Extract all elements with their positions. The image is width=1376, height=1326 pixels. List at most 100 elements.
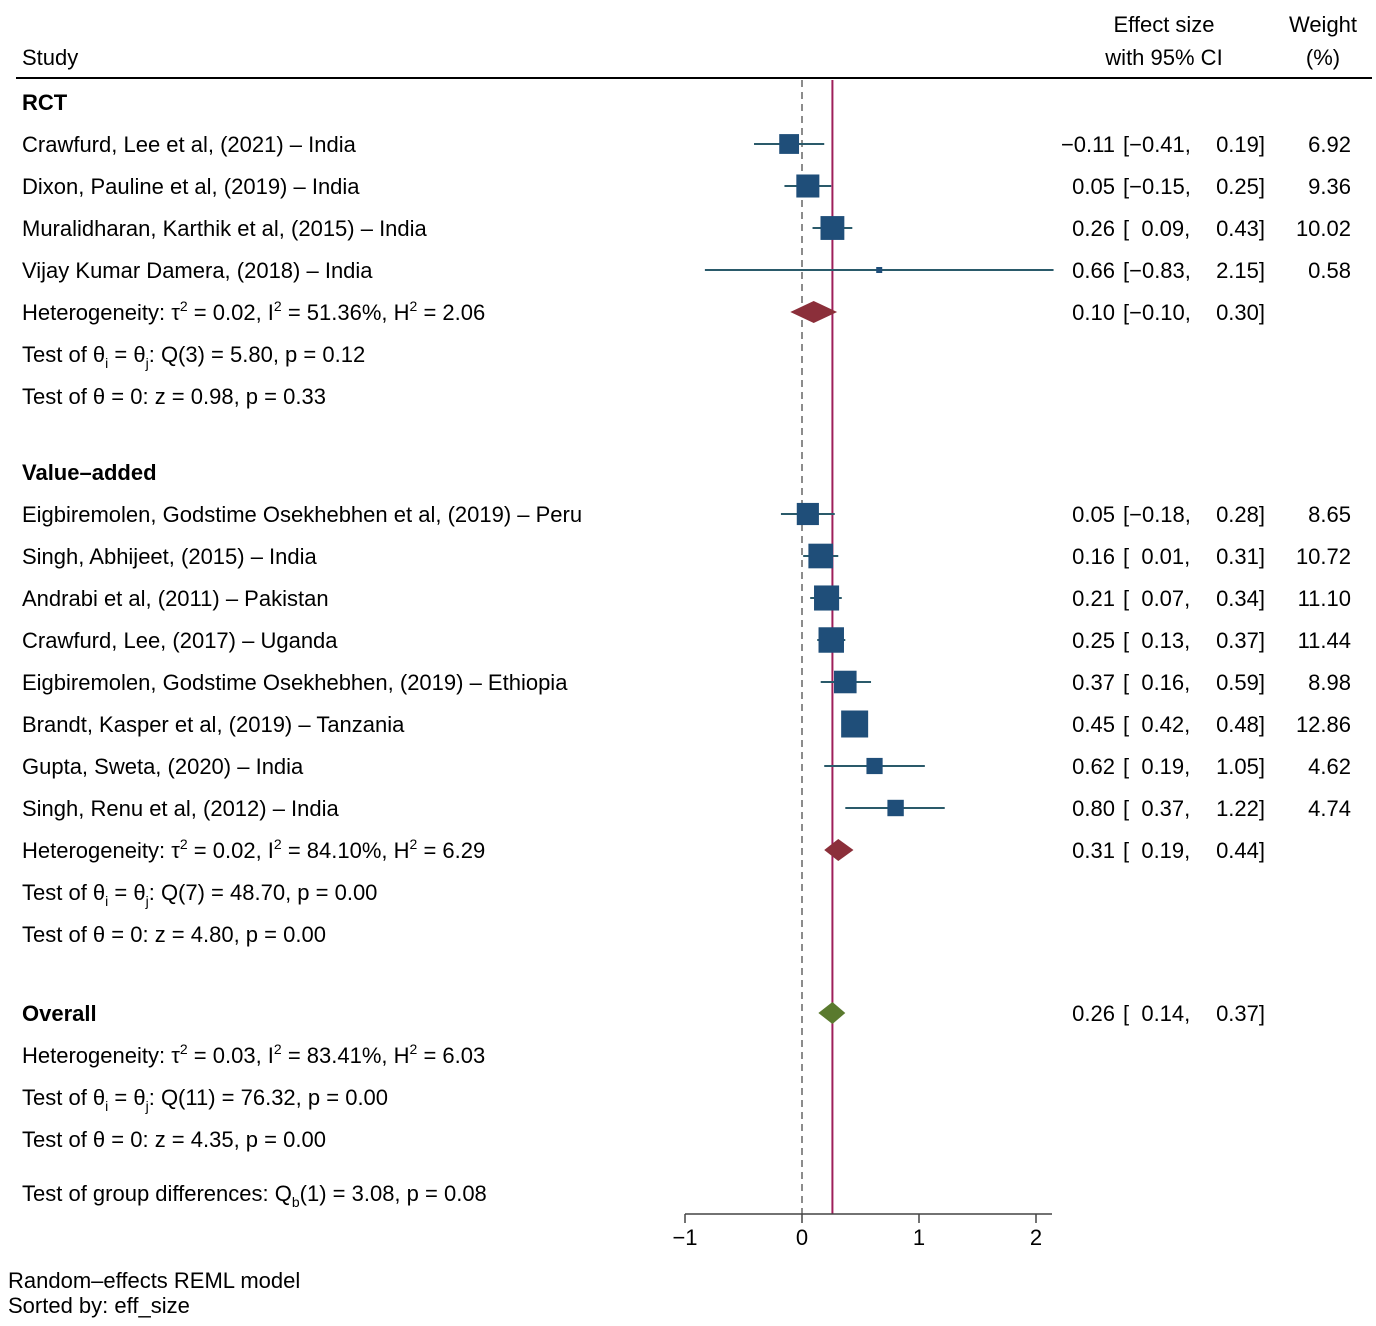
effect-marker bbox=[808, 543, 834, 569]
study-es: 0.45 bbox=[1072, 712, 1115, 737]
study-weight: 9.36 bbox=[1308, 174, 1351, 199]
study-es: 0.05 bbox=[1072, 502, 1115, 527]
effect-marker bbox=[834, 670, 857, 694]
effect-marker bbox=[779, 134, 800, 154]
study-label: Andrabi et al, (2011) – Pakistan bbox=[22, 586, 329, 611]
group-heterogeneity: Heterogeneity: τ2 = 0.02, I2 = 51.36%, H… bbox=[22, 298, 485, 325]
study-es: 0.37 bbox=[1072, 670, 1115, 695]
study-weight: 8.98 bbox=[1308, 670, 1351, 695]
study-ci-high: 0.59] bbox=[1216, 670, 1265, 695]
overall-es: 0.26 bbox=[1072, 1001, 1115, 1026]
header-weight-line1: Weight bbox=[1289, 12, 1357, 37]
subgroup-diamond bbox=[790, 301, 838, 323]
group-title: RCT bbox=[22, 90, 68, 115]
group-title: Value–added bbox=[22, 460, 157, 485]
footer-model: Random–effects REML model bbox=[8, 1268, 300, 1293]
plot-rows: RCT Crawfurd, Lee et al, (2021) – India −0… bbox=[22, 90, 1351, 1210]
study-label: Singh, Renu et al, (2012) – India bbox=[22, 796, 340, 821]
effect-marker bbox=[876, 267, 883, 273]
effect-marker bbox=[796, 174, 820, 198]
study-weight: 8.65 bbox=[1308, 502, 1351, 527]
study-weight: 6.92 bbox=[1308, 132, 1351, 157]
group-test-equal: Test of θi = θj: Q(3) = 5.80, p = 0.12 bbox=[22, 342, 365, 371]
study-label: Dixon, Pauline et al, (2019) – India bbox=[22, 174, 360, 199]
study-ci-low: [−0.18, bbox=[1123, 502, 1191, 527]
subgroup-ci-low: [−0.10, bbox=[1123, 300, 1191, 325]
group-test-equal: Test of θi = θj: Q(7) = 48.70, p = 0.00 bbox=[22, 880, 377, 909]
overall-ci-low: [ 0.14, bbox=[1123, 1001, 1190, 1026]
study-label: Brandt, Kasper et al, (2019) – Tanzania bbox=[22, 712, 405, 737]
header-weight-line2: (%) bbox=[1306, 45, 1340, 70]
study-ci-high: 0.28] bbox=[1216, 502, 1265, 527]
study-label: Vijay Kumar Damera, (2018) – India bbox=[22, 258, 373, 283]
study-weight: 4.62 bbox=[1308, 754, 1351, 779]
study-ci-low: [ 0.37, bbox=[1123, 796, 1190, 821]
study-es: 0.21 bbox=[1072, 586, 1115, 611]
x-tick-label: 2 bbox=[1030, 1225, 1042, 1250]
subgroup-ci-low: [ 0.19, bbox=[1123, 838, 1190, 863]
x-tick-label: 0 bbox=[796, 1225, 808, 1250]
overall-test-equal: Test of θi = θj: Q(11) = 76.32, p = 0.00 bbox=[22, 1085, 388, 1114]
study-weight: 12.86 bbox=[1296, 712, 1351, 737]
study-ci-high: 0.34] bbox=[1216, 586, 1265, 611]
study-ci-high: 1.05] bbox=[1216, 754, 1265, 779]
study-ci-low: [−0.15, bbox=[1123, 174, 1191, 199]
study-label: Eigbiremolen, Godstime Osekhebhen et al,… bbox=[22, 502, 582, 527]
study-label: Gupta, Sweta, (2020) – India bbox=[22, 754, 304, 779]
study-ci-low: [ 0.07, bbox=[1123, 586, 1190, 611]
study-ci-high: 0.43] bbox=[1216, 216, 1265, 241]
study-weight: 10.02 bbox=[1296, 216, 1351, 241]
effect-marker bbox=[887, 799, 904, 817]
study-es: 0.05 bbox=[1072, 174, 1115, 199]
x-axis: −1 0 1 2 bbox=[672, 1213, 1052, 1250]
study-ci-high: 0.25] bbox=[1216, 174, 1265, 199]
study-label: Muralidharan, Karthik et al, (2015) – In… bbox=[22, 216, 428, 241]
study-weight: 4.74 bbox=[1308, 796, 1351, 821]
study-es: 0.16 bbox=[1072, 544, 1115, 569]
study-ci-high: 0.19] bbox=[1216, 132, 1265, 157]
group-test-zero: Test of θ = 0: z = 0.98, p = 0.33 bbox=[22, 384, 326, 409]
study-es: 0.80 bbox=[1072, 796, 1115, 821]
study-ci-low: [ 0.13, bbox=[1123, 628, 1190, 653]
study-ci-high: 0.37] bbox=[1216, 628, 1265, 653]
study-ci-low: [ 0.42, bbox=[1123, 712, 1190, 737]
header-effect-line2: with 95% CI bbox=[1104, 45, 1222, 70]
study-ci-low: [ 0.09, bbox=[1123, 216, 1190, 241]
study-label: Crawfurd, Lee, (2017) – Uganda bbox=[22, 628, 338, 653]
x-tick-label: −1 bbox=[672, 1225, 697, 1250]
header-effect-line1: Effect size bbox=[1113, 12, 1214, 37]
study-ci-high: 0.31] bbox=[1216, 544, 1265, 569]
group-differences-test: Test of group differences: Qb(1) = 3.08,… bbox=[22, 1181, 487, 1210]
study-weight: 0.58 bbox=[1308, 258, 1351, 283]
overall-diamond bbox=[818, 1002, 846, 1024]
subgroup-ci-high: 0.30] bbox=[1216, 300, 1265, 325]
overall-ci-high: 0.37] bbox=[1216, 1001, 1265, 1026]
study-weight: 11.10 bbox=[1298, 586, 1351, 611]
overall-test-zero: Test of θ = 0: z = 4.35, p = 0.00 bbox=[22, 1127, 326, 1152]
study-ci-low: [ 0.16, bbox=[1123, 670, 1190, 695]
study-ci-high: 1.22] bbox=[1216, 796, 1265, 821]
study-es: 0.25 bbox=[1072, 628, 1115, 653]
overall-heterogeneity: Heterogeneity: τ2 = 0.03, I2 = 83.41%, H… bbox=[22, 1041, 485, 1068]
study-ci-low: [ 0.01, bbox=[1123, 544, 1190, 569]
subgroup-ci-high: 0.44] bbox=[1216, 838, 1265, 863]
effect-marker bbox=[796, 502, 819, 526]
study-label: Crawfurd, Lee et al, (2021) – India bbox=[22, 132, 357, 157]
study-ci-low: [ 0.19, bbox=[1123, 754, 1190, 779]
study-weight: 10.72 bbox=[1296, 544, 1351, 569]
study-es: −0.11 bbox=[1061, 132, 1115, 157]
effect-marker bbox=[866, 757, 883, 775]
study-es: 0.66 bbox=[1072, 258, 1115, 283]
study-es: 0.62 bbox=[1072, 754, 1115, 779]
footer-sorted: Sorted by: eff_size bbox=[8, 1293, 190, 1318]
subgroup-diamond bbox=[824, 839, 854, 861]
study-label: Singh, Abhijeet, (2015) – India bbox=[22, 544, 318, 569]
subgroup-es: 0.10 bbox=[1072, 300, 1115, 325]
effect-marker bbox=[820, 216, 845, 240]
header-study: Study bbox=[22, 45, 78, 70]
study-label: Eigbiremolen, Godstime Osekhebhen, (2019… bbox=[22, 670, 568, 695]
subgroup-es: 0.31 bbox=[1072, 838, 1115, 863]
group-test-zero: Test of θ = 0: z = 4.80, p = 0.00 bbox=[22, 922, 326, 947]
x-tick-label: 1 bbox=[913, 1225, 925, 1250]
